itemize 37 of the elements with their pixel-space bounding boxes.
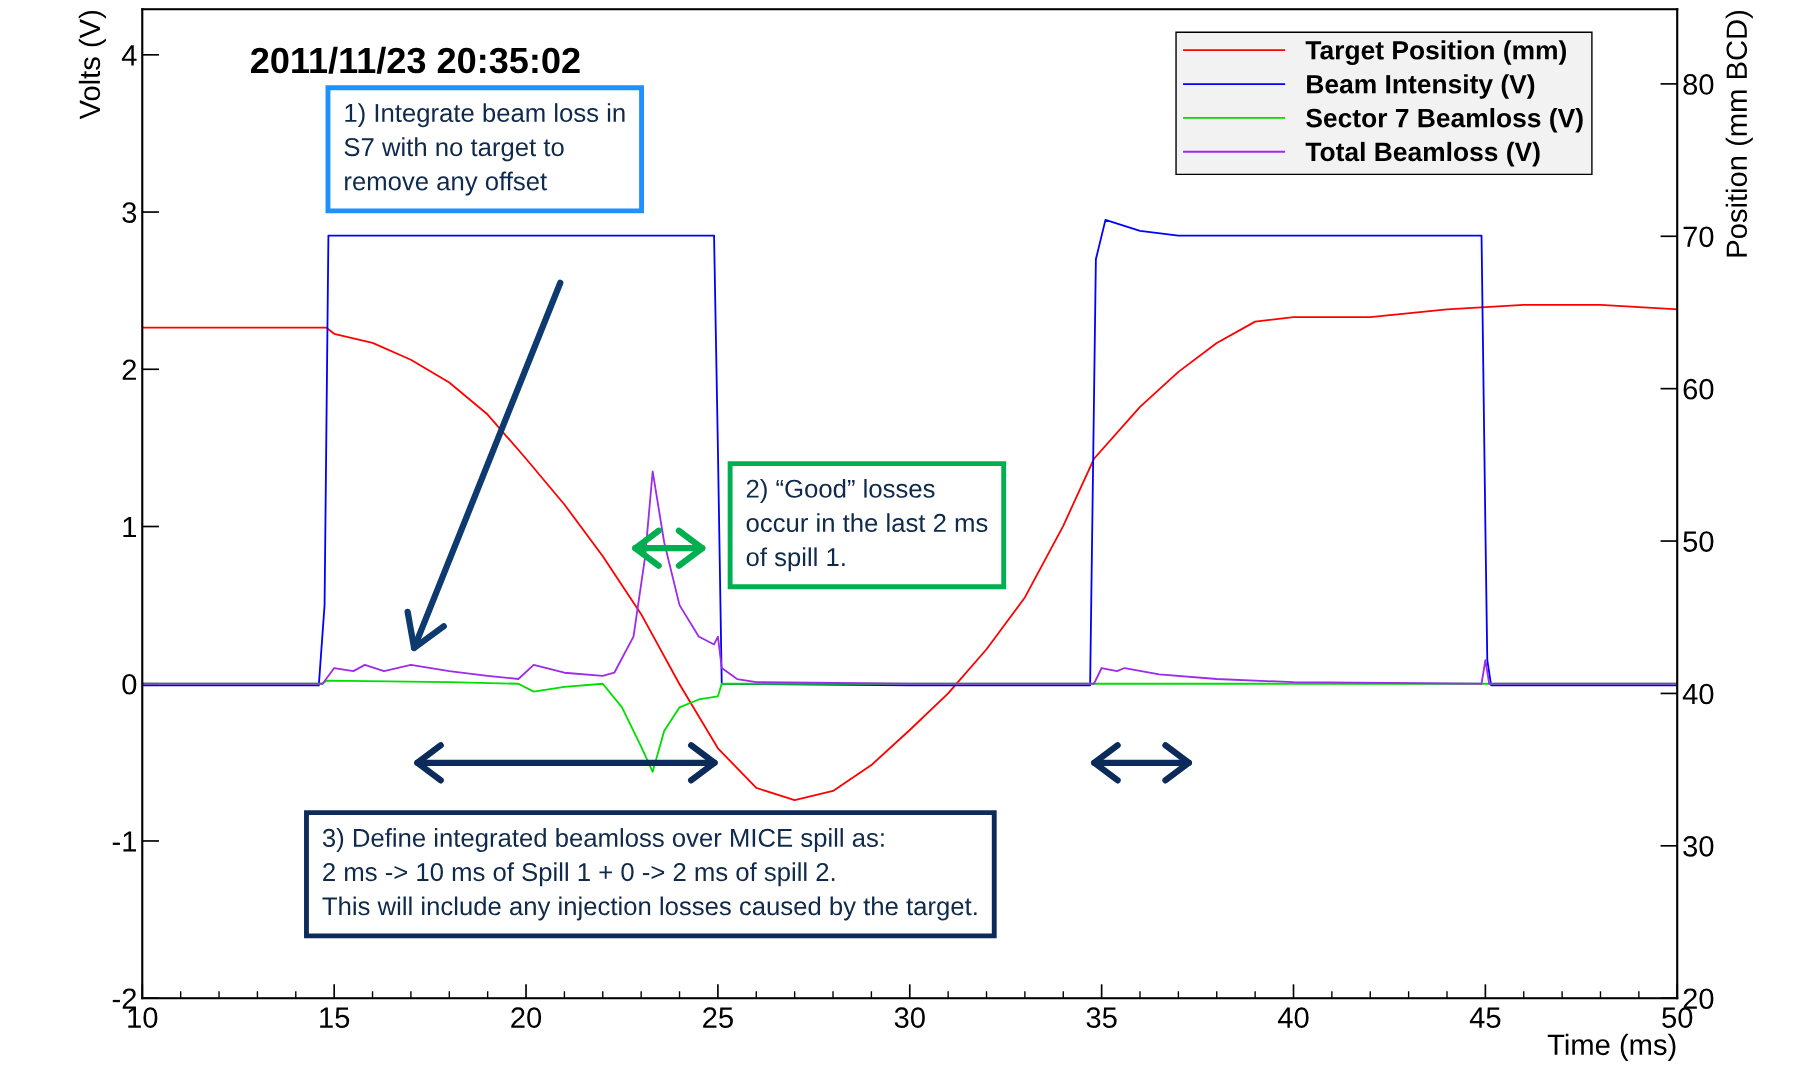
x-tick-label: 45 xyxy=(1469,1007,1501,1028)
legend-label: Target Position (mm) xyxy=(1305,40,1566,65)
annotation: 1) Integrate beam loss in S7 with no target to remove any offset xyxy=(344,103,625,196)
y-tick-label: 4 xyxy=(121,45,137,66)
x-tick-label: 30 xyxy=(894,1007,925,1028)
x-tick-label: 50 xyxy=(1662,1007,1693,1028)
x-axis-title: Time (ms) xyxy=(1547,1033,1676,1061)
legend-label: Sector 7 Beamloss (V) xyxy=(1306,108,1583,133)
y-tick-label: 1 xyxy=(123,517,137,538)
legend-label: Beam Intensity (V) xyxy=(1307,74,1535,99)
y2-tick-label: 60 xyxy=(1683,378,1714,400)
y2-tick-label: 20 xyxy=(1683,988,1714,1010)
x-tick-label: 35 xyxy=(1086,1007,1117,1028)
x-tick-label: 40 xyxy=(1277,1007,1309,1028)
y2-tick-label: 40 xyxy=(1682,683,1714,705)
legend-label: Total Beamloss (V) xyxy=(1305,141,1540,167)
y-tick-label: 3 xyxy=(122,202,137,223)
y2-tick-label: 70 xyxy=(1683,226,1714,248)
line-series xyxy=(142,219,1678,687)
y2-axis-title: Position (mm BCD) xyxy=(1725,11,1753,257)
y-tick-label: 0 xyxy=(122,673,137,695)
line-series xyxy=(142,303,1678,802)
y-axis-title: Volts (V) xyxy=(78,11,106,120)
line-series xyxy=(142,470,1678,685)
y2-tick-label: 30 xyxy=(1683,836,1714,857)
y-tick-label: -2 xyxy=(112,988,136,1009)
y2-tick-label: 80 xyxy=(1683,74,1714,95)
y2-tick-label: 50 xyxy=(1683,531,1714,552)
y-tick-label: 2 xyxy=(122,359,136,380)
x-tick-label: 25 xyxy=(703,1007,733,1028)
x-tick-label: 15 xyxy=(320,1007,350,1028)
x-tick-label: 20 xyxy=(511,1007,542,1028)
annotation: 3) Define integrated beamloss over MICE spill as: 2 ms -> 10 ms of Spill 1 + 0 -> 2 ms of spill 2. This will include any injection losses caused by the target. xyxy=(322,828,977,921)
x-tick-label: 10 xyxy=(128,1007,158,1028)
annotation: 2) “Good” losses occur in the last 2 ms of spill 1. xyxy=(746,478,988,572)
text: 2011/11/23 20:35:02 xyxy=(250,46,580,74)
y-tick-label: -1 xyxy=(112,831,137,852)
